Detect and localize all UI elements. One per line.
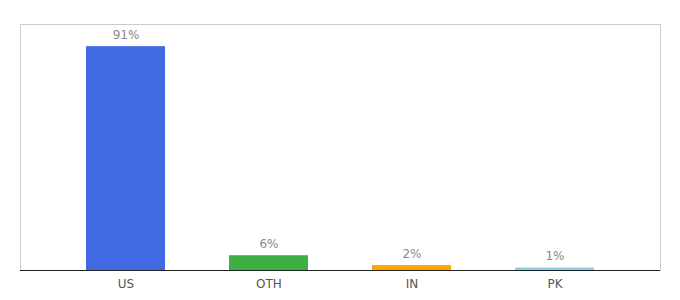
svg-text:OTH: OTH <box>256 277 282 291</box>
svg-text:PK: PK <box>547 277 563 291</box>
svg-text:6%: 6% <box>259 237 278 251</box>
svg-text:1%: 1% <box>545 249 564 263</box>
svg-text:IN: IN <box>406 277 419 291</box>
svg-text:2%: 2% <box>402 247 421 261</box>
svg-text:91%: 91% <box>113 28 140 42</box>
svg-text:US: US <box>118 277 134 291</box>
